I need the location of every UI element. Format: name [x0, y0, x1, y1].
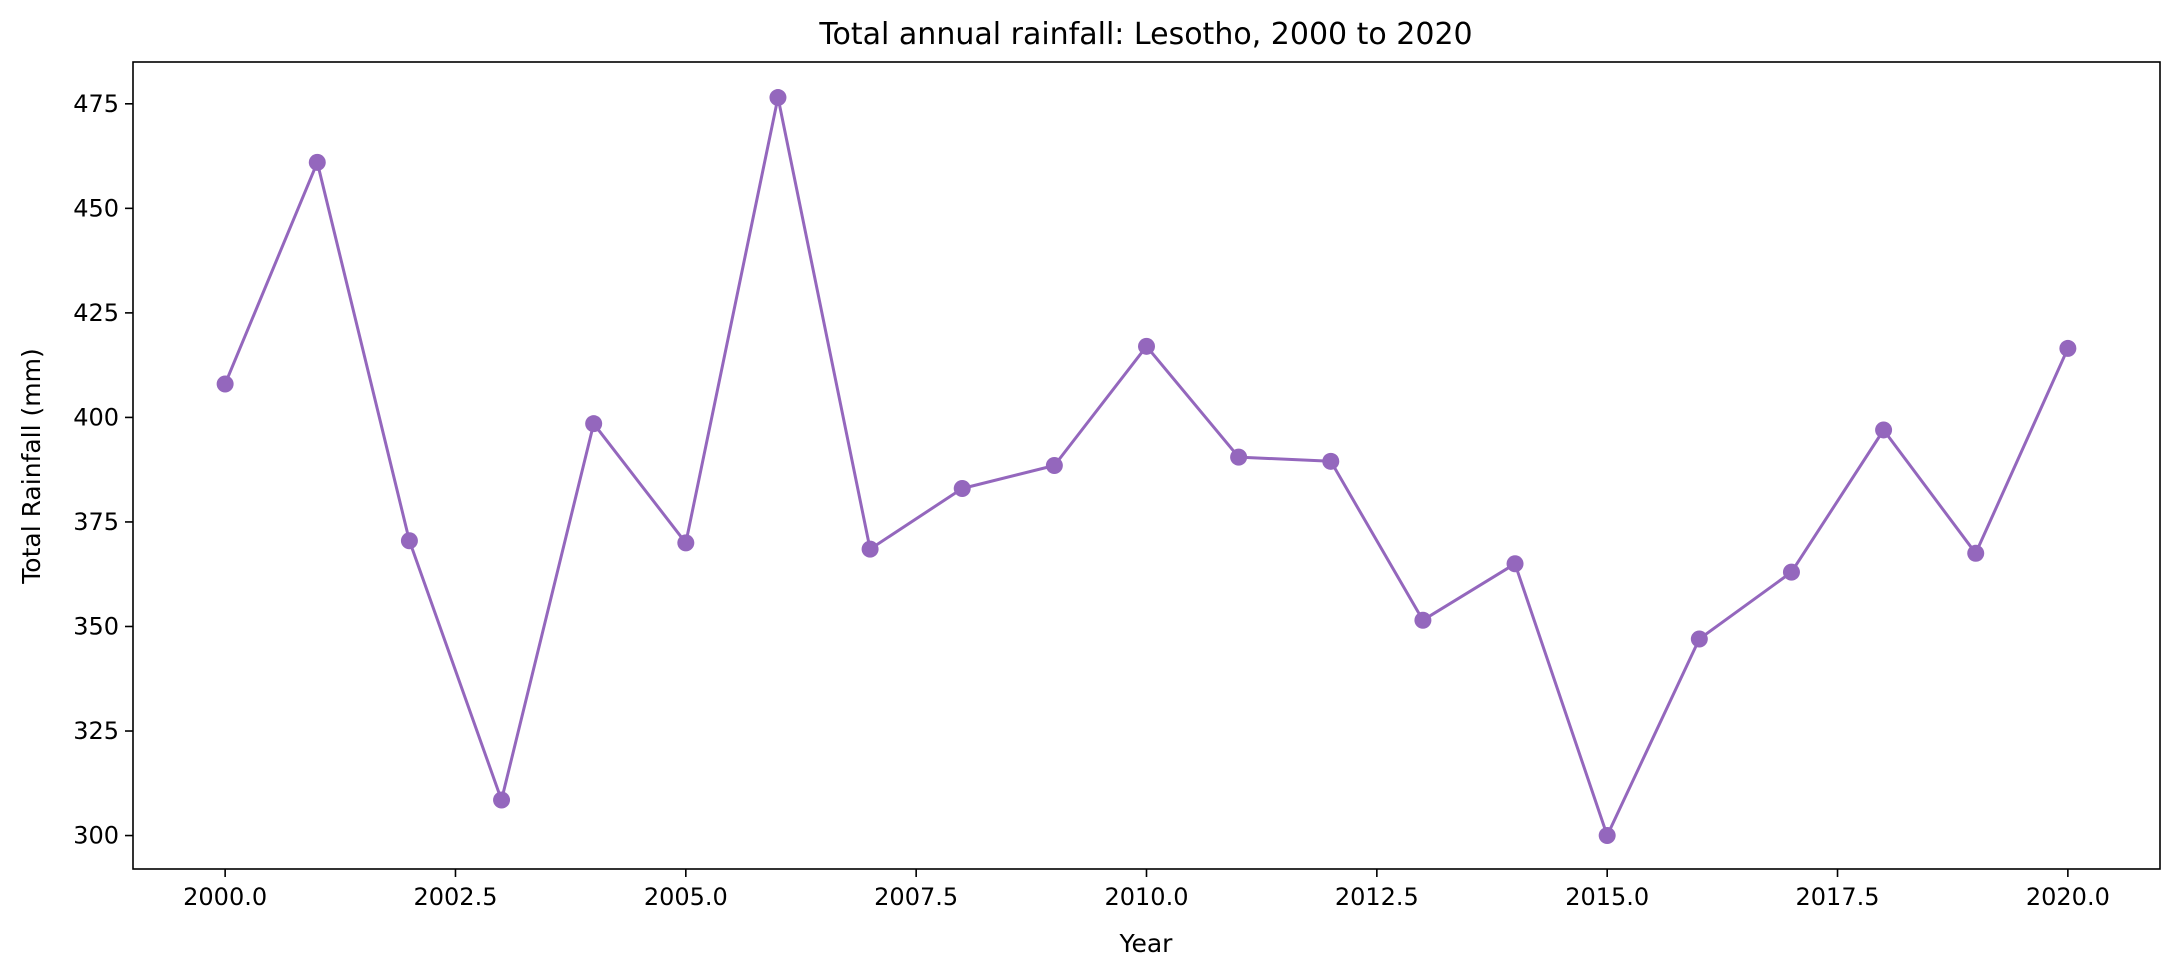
y-tick-label: 350 — [73, 612, 119, 640]
data-point — [677, 534, 695, 552]
data-point — [2059, 339, 2077, 357]
series-line — [223, 96, 2070, 837]
x-tick-label: 2010.0 — [1105, 883, 1189, 911]
y-tick-label: 425 — [73, 299, 119, 327]
y-axis-label: Total Rainfall (mm) — [17, 348, 46, 584]
x-tick-label: 2020.0 — [2026, 883, 2110, 911]
y-tick-label: 475 — [73, 90, 119, 118]
plot-series — [216, 89, 2077, 845]
data-point — [1230, 448, 1248, 466]
x-tick-label: 2007.5 — [874, 883, 958, 911]
data-point — [1598, 827, 1616, 845]
x-tick-label: 2015.0 — [1565, 883, 1649, 911]
plot-frame — [132, 61, 2161, 870]
x-tick-label: 2012.5 — [1335, 883, 1419, 911]
x-tick-label: 2002.5 — [413, 883, 497, 911]
data-point — [769, 89, 787, 107]
y-tick-label: 400 — [73, 403, 119, 431]
data-point — [953, 479, 971, 497]
x-tick-label: 2017.5 — [1796, 883, 1880, 911]
data-point — [400, 532, 418, 550]
data-point — [1506, 555, 1524, 573]
data-point — [861, 540, 879, 558]
data-point — [1045, 457, 1063, 474]
data-point — [1322, 452, 1340, 470]
data-point — [1967, 544, 1985, 562]
x-axis-ticks: 2000.0 2002.5 2005.0 2007.5 2010.0 2012.5 2015… — [183, 869, 2110, 911]
y-tick-label: 375 — [73, 508, 119, 536]
x-tick-label: 2005.0 — [644, 883, 728, 911]
data-point — [1414, 611, 1432, 629]
y-axis-ticks: 300 325 350 375 400 425 450 475 — [73, 90, 133, 850]
data-point — [585, 415, 603, 433]
data-point — [1875, 421, 1893, 439]
y-tick-label: 300 — [73, 822, 119, 850]
y-tick-label: 450 — [73, 194, 119, 222]
chart-title: Total annual rainfall: Lesotho, 2000 to … — [818, 17, 1472, 52]
data-point — [1782, 563, 1800, 581]
x-axis-label: Year — [1119, 929, 1174, 958]
data-point — [1690, 630, 1708, 648]
x-tick-label: 2000.0 — [183, 883, 267, 911]
y-tick-label: 325 — [73, 717, 119, 745]
data-point — [216, 375, 234, 393]
data-point — [308, 153, 326, 171]
data-point — [493, 791, 511, 809]
data-point — [1138, 337, 1155, 355]
